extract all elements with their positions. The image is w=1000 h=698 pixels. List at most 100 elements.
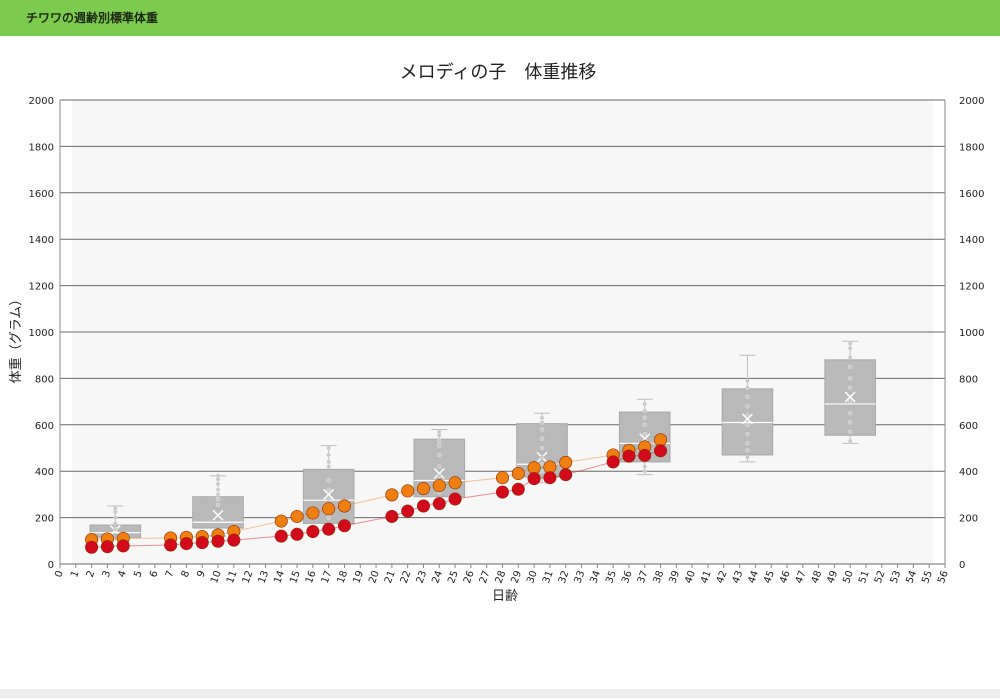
x-tick-label: 41 [699, 569, 714, 585]
box-layer [89, 340, 876, 541]
box-point [326, 496, 331, 502]
box-point [745, 431, 750, 437]
header-title: チワワの週齢別標準体重 [26, 11, 159, 25]
box-point [215, 487, 221, 493]
series-point [385, 488, 399, 502]
x-tick-label: 34 [588, 569, 603, 585]
x-tick-label: 42 [715, 569, 730, 585]
series-point [511, 482, 525, 496]
x-tick-label: 22 [399, 569, 414, 585]
box-point [437, 473, 442, 479]
box-point [113, 515, 118, 520]
box-point [326, 452, 331, 458]
y-tick-label-left: 600 [35, 421, 54, 432]
box-point [847, 420, 853, 425]
y-tick-label-right: 1200 [959, 282, 984, 293]
series-point [227, 533, 241, 547]
x-tick-label: 46 [778, 569, 793, 585]
series-point [401, 484, 415, 498]
box-point [642, 464, 647, 469]
y-tick-label-left: 400 [35, 467, 54, 478]
series-point [290, 509, 304, 523]
series-point [306, 525, 320, 539]
x-tick-label: 44 [746, 569, 761, 585]
series-point [495, 471, 509, 485]
box-point [437, 452, 442, 458]
x-tick-label: 55 [920, 569, 935, 585]
y-tick-label-left: 1200 [29, 282, 54, 293]
box-point [539, 461, 545, 467]
box-point [326, 464, 331, 469]
box-point [215, 473, 221, 479]
bottom-strip [0, 689, 1000, 698]
series-point [559, 468, 573, 482]
box-point [326, 515, 331, 520]
box-point [113, 506, 118, 511]
x-tick-label: 54 [905, 569, 920, 585]
y-tick-label-left: 200 [35, 514, 54, 525]
box-point [539, 455, 545, 460]
series-point [448, 492, 462, 506]
box-point [539, 436, 545, 441]
y-tick-label-right: 800 [959, 374, 978, 385]
series-point [559, 455, 573, 469]
box-point [113, 521, 118, 526]
box-point [847, 341, 853, 346]
x-tick-label: 17 [320, 569, 335, 585]
x-tick-label: 51 [857, 569, 872, 585]
x-tick-label: 37 [636, 569, 651, 585]
series-layer [85, 433, 668, 554]
x-tick-label: 33 [573, 569, 588, 585]
box-point [215, 492, 221, 497]
x-tick-label: 43 [731, 569, 746, 585]
x-tick-label: 36 [620, 569, 635, 585]
series-point [606, 455, 620, 469]
series-point [527, 461, 541, 475]
x-tick-label: 50 [841, 569, 856, 585]
box-point [847, 385, 853, 390]
box-point [437, 464, 442, 469]
x-tick-label: 3 [101, 569, 114, 579]
x-tick-label: 20 [367, 569, 382, 585]
box-point [642, 408, 647, 414]
x-tick-label: 24 [430, 569, 445, 585]
x-tick-label: 7 [164, 569, 177, 579]
box-mean-marker [212, 509, 224, 521]
series-point [337, 519, 351, 533]
x-tick-label: 53 [889, 569, 904, 585]
box-point [642, 401, 647, 407]
y-tick-label-left: 1600 [29, 189, 54, 200]
box-point [745, 403, 750, 409]
series-point [306, 506, 320, 520]
box-mean-marker [433, 467, 445, 480]
box-point [326, 445, 331, 451]
box-point [745, 378, 750, 383]
x-tick-label: 8 [180, 569, 193, 579]
series-point [654, 444, 668, 458]
box-point [437, 429, 442, 435]
box-point [847, 376, 853, 381]
series-point [274, 529, 288, 543]
x-tick-label: 9 [196, 569, 209, 579]
box-point [642, 415, 647, 421]
box-point [745, 441, 750, 446]
box-point [539, 445, 545, 451]
box-point [745, 385, 750, 390]
series-point [654, 433, 668, 447]
box-point [539, 415, 545, 421]
series-point [432, 479, 446, 493]
y-tick-label-right: 400 [959, 467, 978, 478]
series-point [527, 472, 541, 486]
x-tick-label: 19 [351, 569, 366, 585]
box-point [745, 448, 750, 453]
series-point [495, 485, 509, 499]
series-point [179, 537, 193, 551]
y-tick-label-right: 1400 [959, 235, 984, 246]
box-mean-marker [323, 488, 335, 500]
box-point [642, 431, 647, 437]
x-tick-label: 47 [794, 569, 809, 585]
y-axis-label: 体重（グラム） [8, 293, 24, 384]
x-tick-label: 13 [257, 569, 272, 585]
x-tick-label: 35 [604, 569, 619, 585]
x-tick-label: 25 [446, 569, 461, 585]
